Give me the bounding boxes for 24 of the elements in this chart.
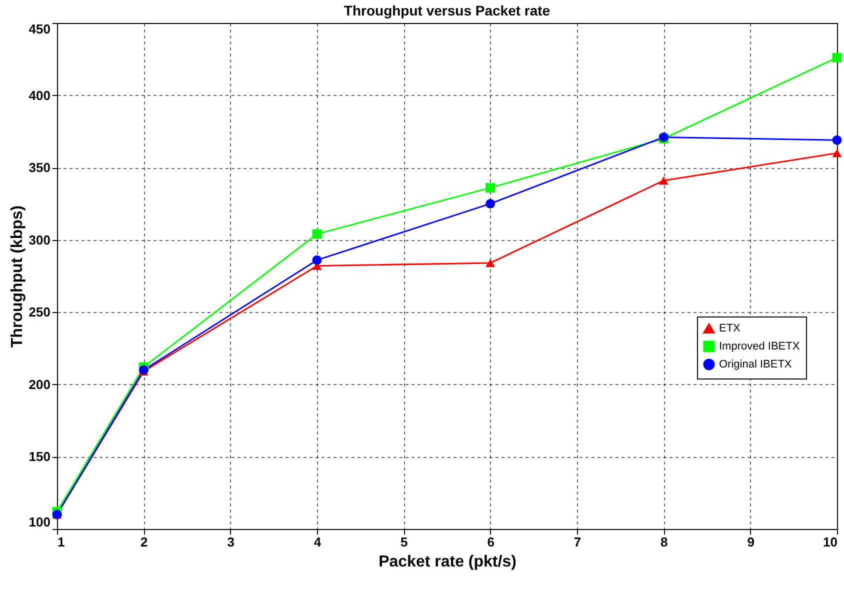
y-tick-label: 150 [28,449,50,464]
legend-label: ETX [719,322,742,334]
y-tick-label: 350 [28,160,50,176]
x-tick-label: 2 [140,534,148,550]
y-tick-label: 100 [28,514,50,530]
y-tick-label: 450 [28,22,50,36]
y-axis-title: Throughput (kbps) [8,205,26,348]
chart-title: Throughput versus Packet rate [344,2,550,18]
x-tick-label: 7 [574,534,582,550]
legend-label: Improved IBETX [719,340,800,352]
x-tick-label: 4 [314,534,322,550]
legend-label: Original IBETX [719,358,792,370]
y-tick-label: 200 [28,376,50,392]
y-tick-label: 400 [28,88,50,103]
x-tick-label: 6 [487,534,494,550]
x-axis-title: Packet rate (pkt/s) [378,554,516,570]
x-tick-label: 3 [227,534,234,550]
x-tick-label: 9 [747,534,754,550]
y-tick-label: 250 [28,304,50,320]
y-tick-label: 300 [28,232,50,248]
x-tick-label: 10 [823,534,838,550]
x-tick-label: 8 [660,534,668,550]
x-tick-label: 1 [58,534,65,550]
x-tick-label: 5 [400,534,408,550]
